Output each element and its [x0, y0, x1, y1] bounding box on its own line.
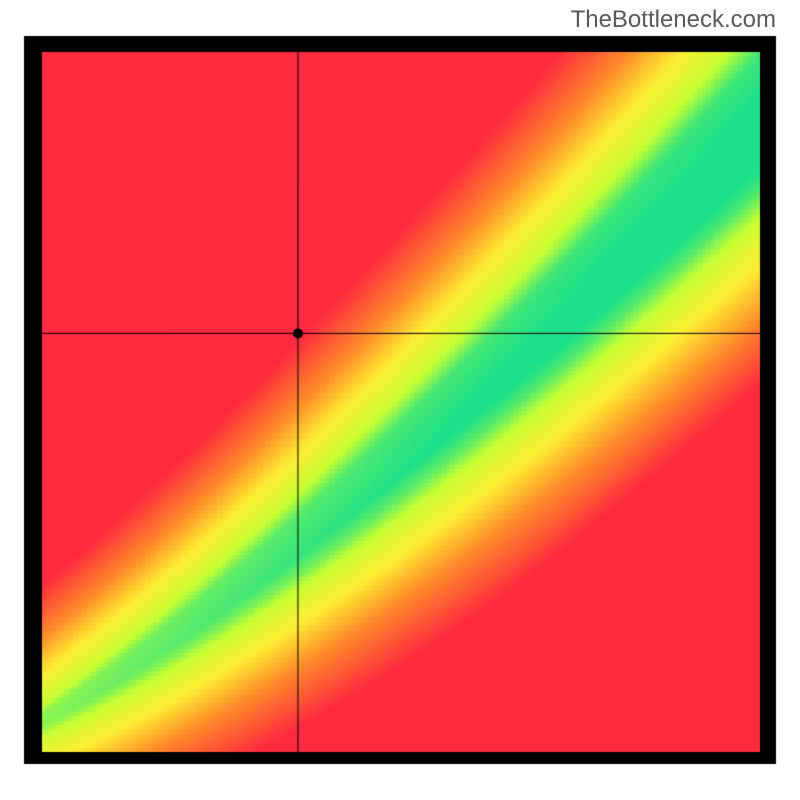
chart-container: TheBottleneck.com [0, 0, 800, 800]
heatmap-canvas [0, 0, 800, 800]
watermark-label: TheBottleneck.com [571, 6, 776, 34]
